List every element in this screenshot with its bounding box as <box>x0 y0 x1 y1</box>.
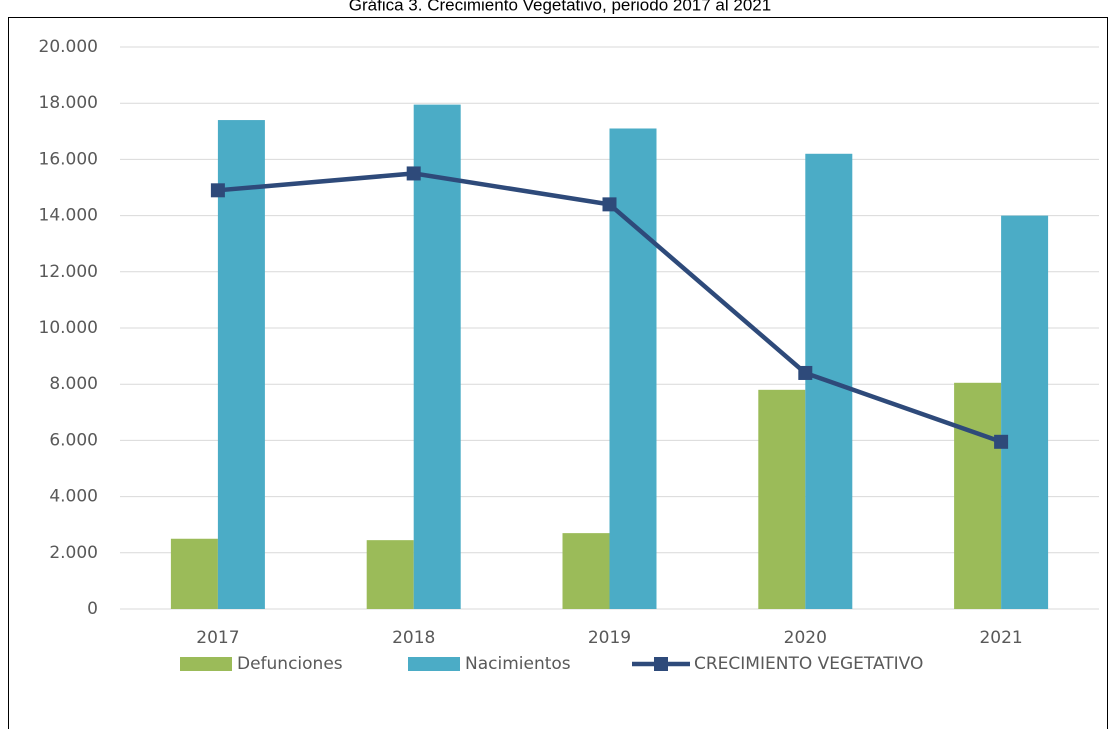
marker <box>210 183 225 198</box>
legend-label: Defunciones <box>237 654 343 674</box>
y-tick-label: 12.000 <box>39 262 98 282</box>
chart-title: Gráfica 3. Crecimiento Vegetativo, perio… <box>349 0 771 14</box>
legend-swatch <box>408 657 460 671</box>
bar <box>1001 215 1049 609</box>
marker <box>602 197 617 212</box>
y-tick-label: 8.000 <box>49 374 98 394</box>
y-tick-label: 20.000 <box>39 37 98 57</box>
y-tick-label: 18.000 <box>39 93 98 113</box>
bar <box>366 540 414 609</box>
y-tick-label: 10.000 <box>39 318 98 338</box>
bar <box>217 120 265 609</box>
marker <box>798 365 813 380</box>
x-tick-label: 2020 <box>784 628 827 648</box>
bar <box>562 533 610 609</box>
bar <box>170 538 218 609</box>
marker <box>406 166 421 181</box>
x-tick-label: 2019 <box>588 628 631 648</box>
bar <box>954 382 1002 609</box>
legend-label: Nacimientos <box>465 654 571 674</box>
y-tick-label: 0 <box>87 599 98 619</box>
bar <box>413 104 461 609</box>
legend-marker <box>654 657 668 671</box>
x-tick-label: 2021 <box>979 628 1022 648</box>
y-tick-label: 4.000 <box>49 487 98 507</box>
x-tick-label: 2018 <box>392 628 435 648</box>
y-tick-label: 2.000 <box>49 543 98 563</box>
bar <box>758 389 806 609</box>
y-tick-label: 14.000 <box>39 206 98 226</box>
y-tick-label: 16.000 <box>39 149 98 169</box>
marker <box>994 434 1009 449</box>
legend-label: CRECIMIENTO VEGETATIVO <box>694 654 923 674</box>
legend-swatch <box>180 657 232 671</box>
x-tick-label: 2017 <box>196 628 239 648</box>
y-tick-label: 6.000 <box>49 430 98 450</box>
bar <box>609 128 657 610</box>
